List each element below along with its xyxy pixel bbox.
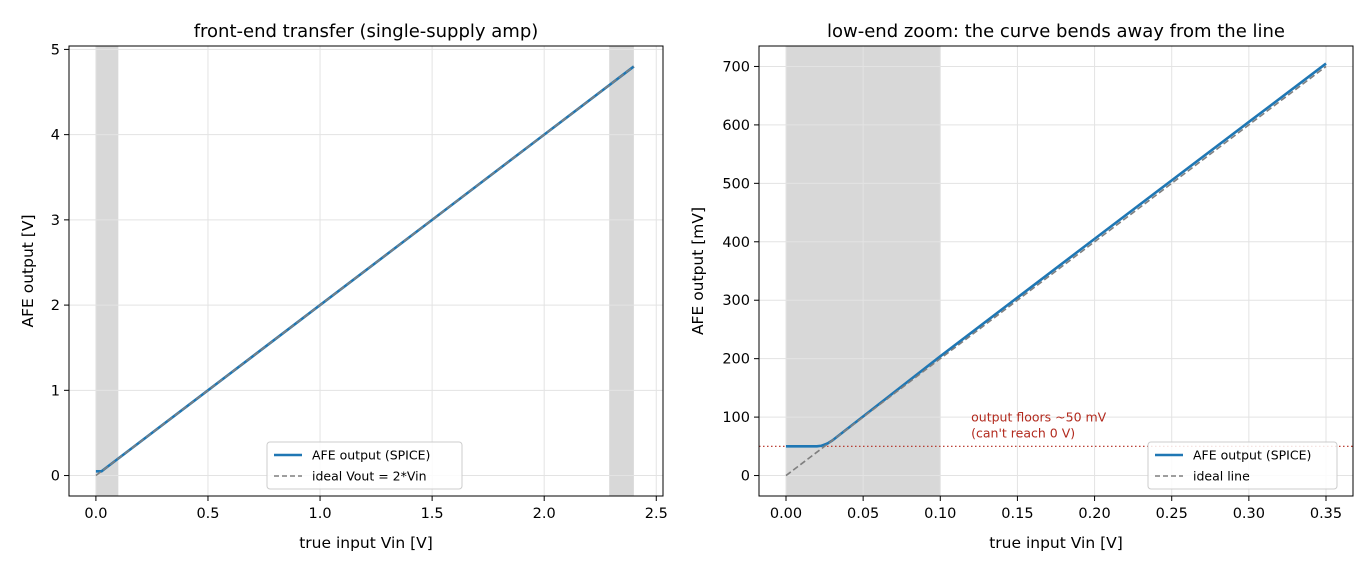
y-tick-label: 100 (722, 410, 750, 426)
y-tick-label: 300 (722, 293, 750, 309)
y-tick-label: 0 (51, 469, 60, 485)
chart-panel-1: 0.0 0.5 1.0 1.5 2.0 2.5 0 1 2 3 4 5 front-end transf… (19, 21, 668, 552)
y-axis-label: AFE output [V] (19, 215, 37, 328)
shaded-region (609, 46, 634, 496)
legend-entry: AFE output (SPICE) (312, 448, 430, 463)
legend: AFE output (SPICE) ideal Vout = 2*Vin (266, 441, 463, 490)
x-tick-label: 2.0 (533, 506, 556, 522)
chart-title: front-end transfer (single-supply amp) (194, 21, 539, 42)
y-tick-label: 600 (722, 118, 750, 134)
y-tick-label: 200 (722, 352, 750, 368)
chart-panel-2: output floors ~50 mV(can't reach 0 V) 0.0… (689, 21, 1354, 552)
x-tick-label: 0.30 (1233, 506, 1265, 522)
x-axis-label: true input Vin [V] (299, 534, 433, 552)
x-tick-label: 0.25 (1156, 506, 1188, 522)
x-tick-label: 0.0 (84, 506, 107, 522)
x-tick-label: 0.10 (924, 506, 956, 522)
ideal-line-series (95, 65, 635, 477)
floor-annotation-line: (can't reach 0 V) (971, 425, 1075, 440)
legend-entry: ideal Vout = 2*Vin (312, 469, 427, 484)
y-tick-label: 4 (51, 128, 60, 144)
plot-frame (68, 45, 664, 497)
shaded-region (95, 46, 119, 496)
x-tick-label: 0.20 (1078, 506, 1110, 522)
x-tick-label: 0.15 (1001, 506, 1033, 522)
x-tick-label: 0.05 (847, 506, 879, 522)
y-tick-label: 500 (722, 176, 750, 192)
afe-output-series (95, 65, 635, 473)
y-tick-label: 700 (722, 59, 750, 75)
legend-entry: AFE output (SPICE) (1193, 448, 1311, 463)
legend-box (1147, 441, 1338, 490)
x-tick-label: 2.5 (645, 506, 668, 522)
y-tick-label: 2 (51, 298, 60, 314)
y-tick-label: 400 (722, 235, 750, 251)
legend-entry: ideal line (1193, 469, 1250, 484)
y-tick-label: 5 (51, 42, 60, 58)
x-axis-label: true input Vin [V] (989, 534, 1123, 552)
legend: AFE output (SPICE) ideal line (1147, 441, 1338, 490)
y-tick-label: 0 (741, 469, 750, 485)
x-tick-label: 1.5 (421, 506, 444, 522)
x-tick-label: 0.35 (1310, 506, 1342, 522)
x-tick-label: 1.0 (309, 506, 332, 522)
x-tick-label: 0.00 (770, 506, 802, 522)
plot-frame (758, 45, 1354, 497)
y-tick-label: 1 (51, 383, 60, 399)
chart-title: low-end zoom: the curve bends away from … (827, 21, 1285, 42)
y-axis-label: AFE output [mV] (689, 207, 707, 335)
legend-box (266, 441, 463, 490)
x-tick-label: 0.5 (196, 506, 219, 522)
ideal-line-series (785, 65, 1327, 477)
floor-annotation-line: output floors ~50 mV (971, 409, 1107, 424)
y-tick-label: 3 (51, 213, 60, 229)
